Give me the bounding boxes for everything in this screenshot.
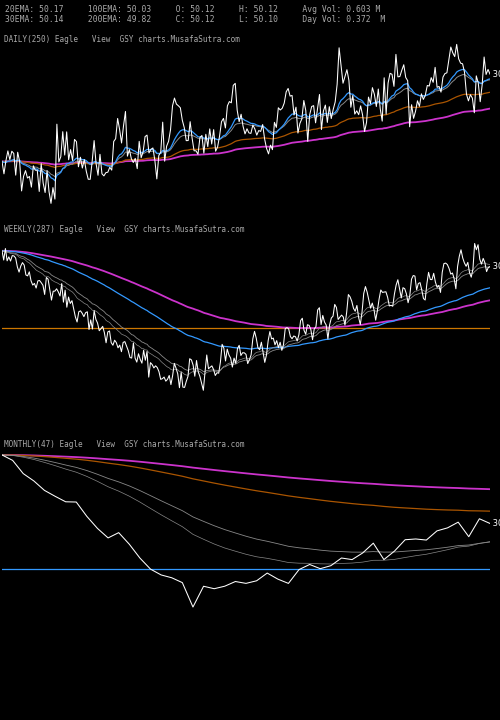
- Text: 30: 30: [490, 519, 500, 528]
- Text: DAILY(250) Eagle   View  GSY charts.MusafaSutra.com: DAILY(250) Eagle View GSY charts.MusafaS…: [4, 35, 240, 45]
- Text: 30: 30: [490, 70, 500, 78]
- Text: WEEKLY(287) Eagle   View  GSY charts.MusafaSutra.com: WEEKLY(287) Eagle View GSY charts.Musafa…: [4, 225, 245, 235]
- Text: 30EMA: 50.14     200EMA: 49.82     C: 50.12     L: 50.10     Day Vol: 0.372  M: 30EMA: 50.14 200EMA: 49.82 C: 50.12 L: 5…: [5, 15, 385, 24]
- Text: 30: 30: [490, 262, 500, 271]
- Text: 20EMA: 50.17     100EMA: 50.03     O: 50.12     H: 50.12     Avg Vol: 0.603 M: 20EMA: 50.17 100EMA: 50.03 O: 50.12 H: 5…: [5, 5, 380, 14]
- Text: MONTHLY(47) Eagle   View  GSY charts.MusafaSutra.com: MONTHLY(47) Eagle View GSY charts.Musafa…: [4, 441, 245, 449]
